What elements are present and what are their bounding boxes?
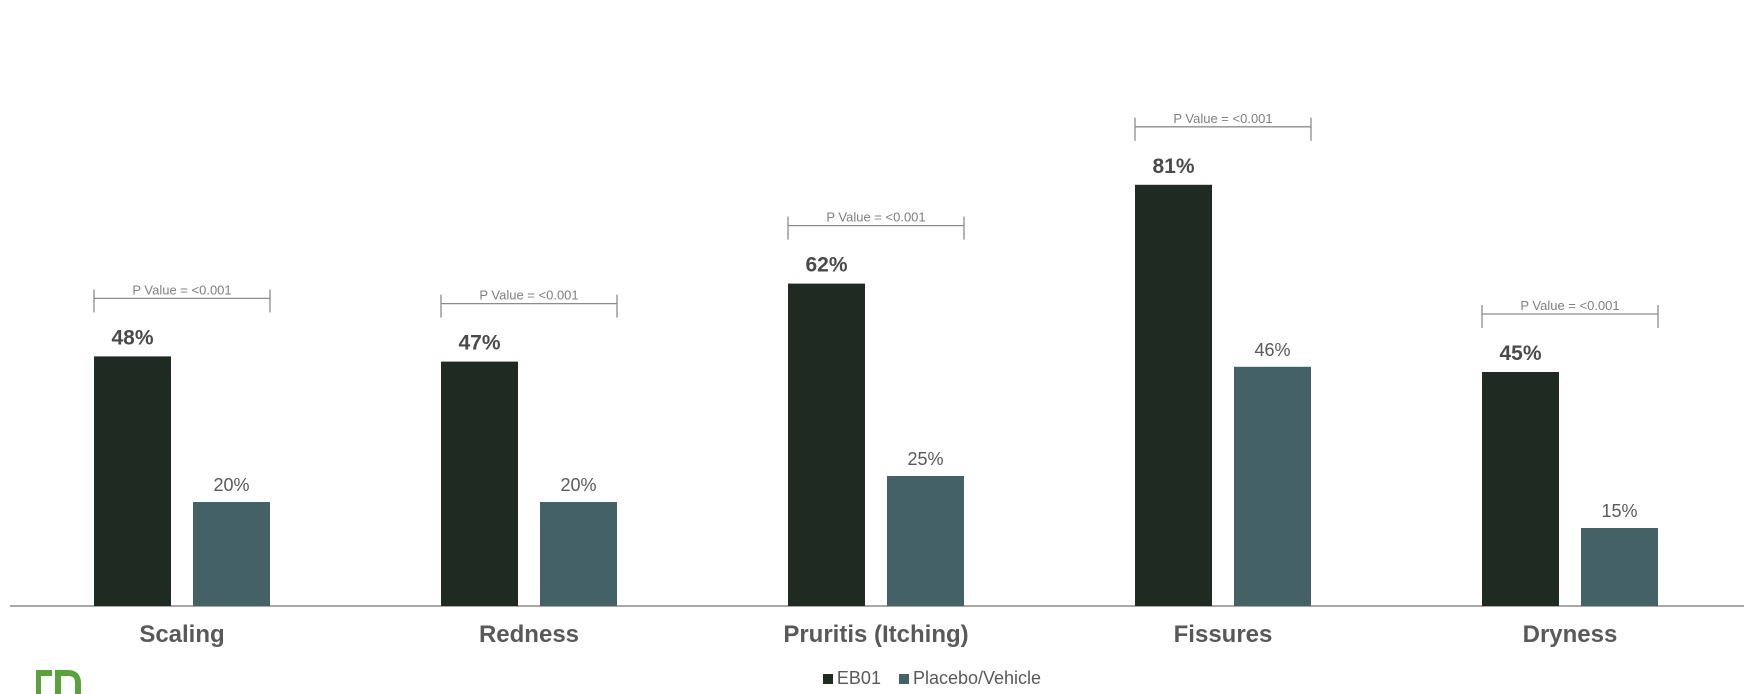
data-label-placebo-vehicle-redness: 20% — [560, 475, 596, 495]
bar-eb01-redness — [441, 361, 518, 606]
bar-eb01-fissures — [1135, 184, 1212, 607]
category-label-redness: Redness — [479, 621, 579, 648]
data-label-eb01-redness: 47% — [458, 332, 500, 355]
data-label-eb01-pruritis-itching: 62% — [805, 254, 847, 277]
p-value-bracket-dryness — [1481, 305, 1659, 328]
data-label-placebo-vehicle-fissures: 46% — [1254, 340, 1290, 360]
p-value-label-pruritis-itching: P Value = <0.001 — [826, 210, 925, 225]
company-logo-icon — [36, 670, 81, 694]
legend-item-placebo: Placebo/Vehicle — [898, 668, 1042, 689]
p-value-bracket-scaling — [93, 289, 271, 313]
data-label-eb01-dryness: 45% — [1499, 342, 1541, 365]
p-value-label-fissures: P Value = <0.001 — [1173, 111, 1272, 126]
data-label-eb01-scaling: 48% — [111, 326, 153, 349]
bar-placebo-vehicle-scaling — [193, 502, 270, 606]
legend-label-eb01: EB01 — [836, 668, 881, 688]
p-value-label-scaling: P Value = <0.001 — [132, 282, 231, 297]
bar-placebo-vehicle-fissures — [1234, 366, 1311, 606]
category-label-pruritis-itching: Pruritis (Itching) — [783, 621, 968, 648]
p-value-bracket-redness — [440, 294, 618, 318]
data-label-eb01-fissures: 81% — [1152, 155, 1194, 178]
legend-swatch-eb01 — [822, 673, 833, 684]
category-label-dryness: Dryness — [1523, 621, 1618, 648]
p-value-bracket-fissures — [1134, 117, 1312, 141]
p-value-label-redness: P Value = <0.001 — [479, 288, 578, 303]
data-label-placebo-vehicle-scaling: 20% — [213, 475, 249, 495]
legend: EB01 Placebo/Vehicle — [0, 668, 1744, 689]
p-value-label-dryness: P Value = <0.001 — [1520, 298, 1619, 313]
category-label-scaling: Scaling — [139, 621, 224, 648]
data-label-placebo-vehicle-dryness: 15% — [1601, 501, 1637, 521]
bar-placebo-vehicle-dryness — [1581, 528, 1658, 606]
legend-item-eb01: EB01 — [822, 668, 881, 689]
category-label-fissures: Fissures — [1174, 621, 1273, 648]
bar-eb01-dryness — [1482, 372, 1559, 606]
bar-eb01-scaling — [94, 356, 171, 606]
data-label-placebo-vehicle-pruritis-itching: 25% — [907, 449, 943, 469]
bar-eb01-pruritis-itching — [788, 283, 865, 606]
legend-swatch-placebo — [898, 673, 909, 684]
bar-placebo-vehicle-pruritis-itching — [887, 476, 964, 606]
p-value-bracket-pruritis-itching — [787, 216, 965, 240]
bar-placebo-vehicle-redness — [540, 502, 617, 606]
legend-label-placebo: Placebo/Vehicle — [912, 668, 1042, 688]
